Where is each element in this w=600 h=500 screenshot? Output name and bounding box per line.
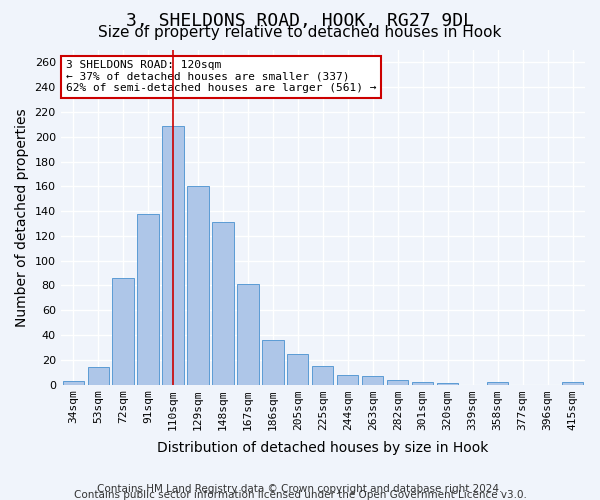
Text: Contains public sector information licensed under the Open Government Licence v3: Contains public sector information licen… xyxy=(74,490,526,500)
Bar xyxy=(562,382,583,384)
Text: Size of property relative to detached houses in Hook: Size of property relative to detached ho… xyxy=(98,25,502,40)
Bar xyxy=(487,382,508,384)
Bar xyxy=(163,126,184,384)
Y-axis label: Number of detached properties: Number of detached properties xyxy=(15,108,29,326)
Bar xyxy=(187,186,209,384)
Bar xyxy=(88,367,109,384)
Bar xyxy=(238,284,259,384)
X-axis label: Distribution of detached houses by size in Hook: Distribution of detached houses by size … xyxy=(157,441,488,455)
Bar xyxy=(262,340,284,384)
Bar xyxy=(137,214,158,384)
Text: Contains HM Land Registry data © Crown copyright and database right 2024.: Contains HM Land Registry data © Crown c… xyxy=(97,484,503,494)
Bar xyxy=(337,374,358,384)
Bar xyxy=(287,354,308,384)
Bar xyxy=(212,222,233,384)
Bar xyxy=(312,366,334,384)
Bar xyxy=(412,382,433,384)
Bar xyxy=(112,278,134,384)
Text: 3, SHELDONS ROAD, HOOK, RG27 9DL: 3, SHELDONS ROAD, HOOK, RG27 9DL xyxy=(126,12,474,30)
Bar xyxy=(387,380,409,384)
Text: 3 SHELDONS ROAD: 120sqm
← 37% of detached houses are smaller (337)
62% of semi-d: 3 SHELDONS ROAD: 120sqm ← 37% of detache… xyxy=(66,60,376,93)
Bar xyxy=(362,376,383,384)
Bar xyxy=(62,381,84,384)
